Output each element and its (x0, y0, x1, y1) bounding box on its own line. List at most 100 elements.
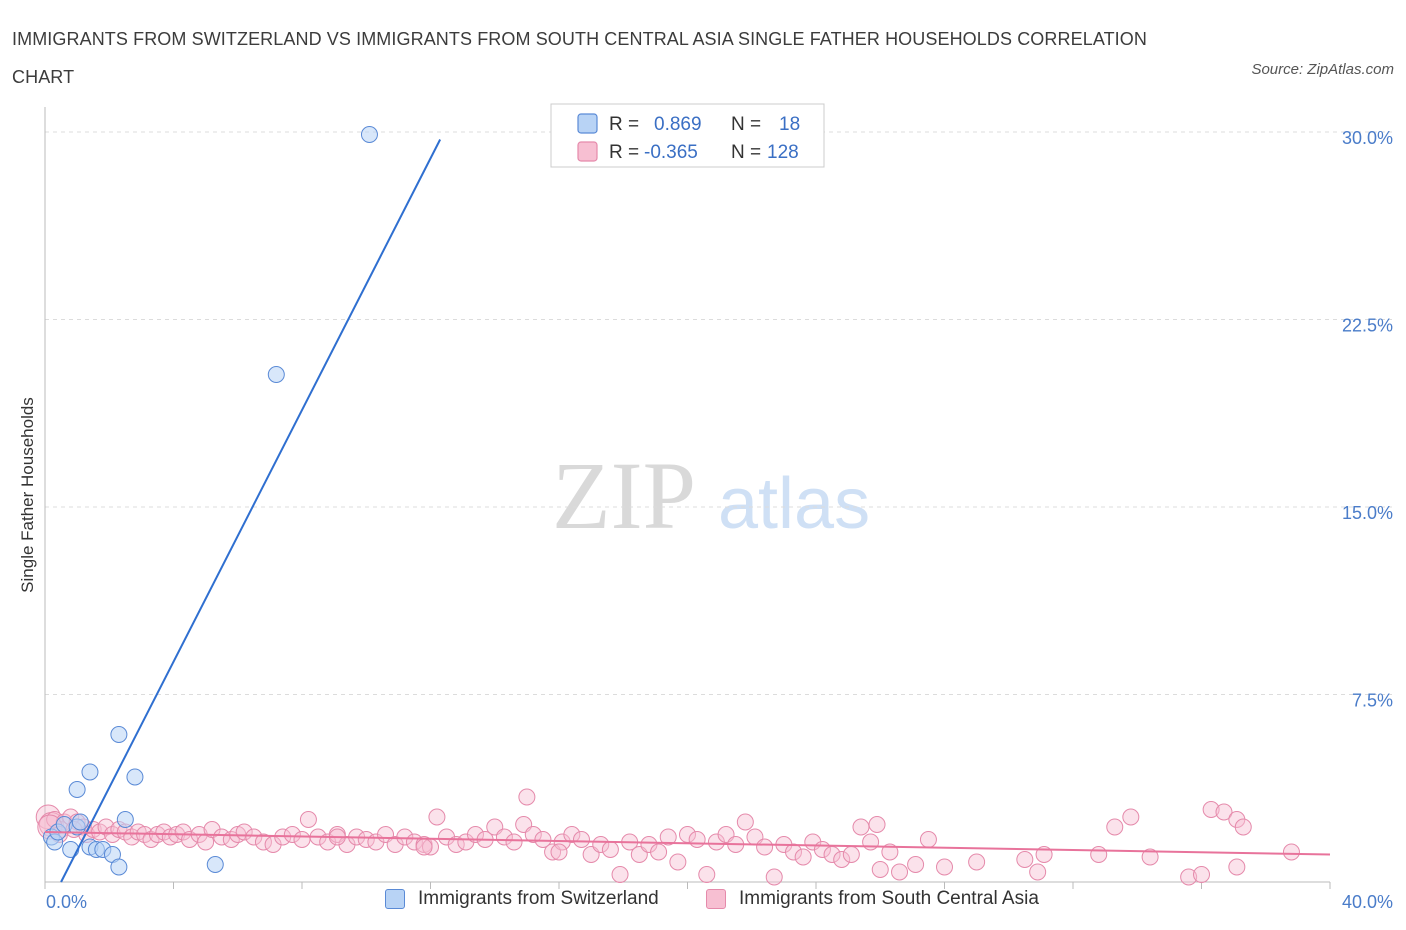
switzerland-point-13 (110, 858, 128, 876)
south-central-asia-point-77 (669, 853, 687, 871)
south-central-asia-point-44 (357, 831, 375, 848)
south-central-asia-point-66 (563, 826, 581, 843)
south-central-asia-point-111 (1141, 848, 1159, 866)
switzerland-point-9 (68, 781, 86, 798)
south-central-asia-point-95 (842, 846, 860, 863)
south-central-asia-point-70 (601, 841, 619, 858)
switzerland-point-6 (71, 813, 89, 831)
watermark-atlas: atlas (718, 464, 870, 544)
y-tick-label-2: 22.5% (1342, 316, 1393, 336)
series-legend-label-south-central-asia: Immigrants from South Central Asia (739, 888, 1039, 909)
watermark-zip: ZIP (552, 442, 696, 549)
tick-labels: 7.5% 15.0% 22.5% 30.0% 0.0% 40.0% (46, 128, 1393, 912)
south-central-asia-point-97 (862, 833, 880, 851)
legend-r-label-pink: R = (609, 142, 639, 163)
south-central-asia-point-126 (415, 838, 433, 856)
south-central-asia-point-52 (428, 808, 446, 826)
south-central-asia-point-96 (852, 818, 870, 836)
south-central-asia-point-54 (447, 836, 465, 853)
series-legend: Immigrants from Switzerland Immigrants f… (0, 888, 1406, 918)
y-tick-label-3: 30.0% (1342, 128, 1393, 148)
switzerland-point-17 (110, 726, 128, 743)
south-central-asia-point-84 (736, 813, 754, 831)
south-central-asia-point-62 (524, 826, 542, 843)
watermark: ZIP atlas (552, 442, 870, 549)
switzerland-point-15 (126, 768, 144, 786)
pink-series-points (35, 788, 1300, 886)
switzerland-trendline (60, 139, 442, 883)
south-central-asia-point-80 (698, 866, 716, 883)
south-central-asia-point-37 (293, 831, 311, 848)
south-central-asia-point-104 (968, 853, 986, 871)
switzerland-point-19 (360, 126, 378, 143)
gridlines (45, 131, 1392, 695)
series-legend-item-south-central-asia: Immigrants from South Central Asia (706, 888, 1039, 910)
south-central-asia-point-115 (1215, 803, 1233, 821)
switzerland-point-18 (267, 366, 285, 383)
south-central-asia-point-71 (611, 866, 629, 883)
south-central-asia-point-113 (1193, 866, 1210, 883)
south-central-asia-point-114 (1202, 801, 1220, 818)
series-legend-label-switzerland: Immigrants from Switzerland (418, 888, 659, 909)
y-tick-label-0: 7.5% (1352, 691, 1393, 711)
legend-r-value-blue: 0.869 (654, 114, 702, 135)
chart-title: IMMIGRANTS FROM SWITZERLAND VS IMMIGRANT… (12, 29, 1147, 87)
south-central-asia-trendline (44, 831, 1331, 856)
trendlines (44, 139, 1331, 883)
south-central-asia-point-102 (919, 831, 937, 848)
y-tick-label-1: 15.0% (1342, 503, 1393, 523)
series-legend-swatch-pink (706, 889, 726, 909)
legend-r-value-pink: -0.365 (644, 142, 698, 163)
blue-series-points (42, 126, 378, 876)
south-central-asia-point-117 (1234, 818, 1252, 836)
south-central-asia-point-33 (254, 833, 272, 851)
legend-swatch-pink (577, 141, 598, 162)
south-central-asia-point-103 (936, 858, 953, 876)
south-central-asia-point-98 (871, 861, 889, 878)
south-central-asia-point-69 (592, 836, 610, 853)
series-legend-swatch-blue (385, 889, 405, 909)
switzerland-point-16 (206, 856, 224, 873)
south-central-asia-point-108 (1090, 846, 1108, 863)
legend-n-value-pink: 128 (767, 142, 799, 163)
south-central-asia-point-90 (794, 848, 812, 866)
south-central-asia-point-124 (518, 788, 536, 806)
switzerland-point-10 (81, 763, 99, 781)
south-central-asia-point-76 (659, 828, 677, 846)
south-central-asia-point-60 (505, 833, 523, 851)
south-central-asia-point-89 (785, 843, 803, 861)
legend-swatch-blue (577, 113, 598, 134)
south-central-asia-point-123 (550, 843, 568, 861)
south-central-asia-point-94 (833, 851, 851, 868)
legend-n-label-pink: N = (731, 142, 761, 163)
south-central-asia-point-36 (283, 826, 301, 843)
south-central-asia-point-109 (1106, 818, 1124, 836)
south-central-asia-point-118 (1228, 858, 1246, 876)
south-central-asia-point-110 (1122, 808, 1140, 826)
source-label: Source: ZipAtlas.com (1251, 61, 1394, 78)
legend-n-label-blue: N = (731, 114, 761, 135)
legend-n-value-blue: 18 (779, 114, 800, 135)
south-central-asia-point-48 (396, 828, 414, 846)
south-central-asia-point-125 (868, 816, 886, 833)
south-central-asia-point-67 (572, 831, 590, 848)
south-central-asia-point-79 (688, 831, 706, 848)
south-central-asia-point-101 (907, 856, 925, 873)
south-central-asia-point-32 (245, 828, 263, 846)
south-central-asia-point-112 (1180, 868, 1198, 886)
south-central-asia-point-63 (534, 831, 552, 848)
x-tick-label-max: 40.0% (1342, 892, 1393, 912)
south-central-asia-point-75 (650, 843, 668, 861)
switzerland-point-14 (116, 811, 134, 828)
south-central-asia-point-119 (1282, 843, 1300, 861)
series-legend-item-switzerland: Immigrants from Switzerland (385, 888, 659, 910)
south-central-asia-point-38 (299, 811, 317, 828)
x-tick-label-min: 0.0% (46, 892, 87, 912)
south-central-asia-point-87 (765, 868, 783, 886)
south-central-asia-point-105 (1016, 851, 1034, 868)
legend-r-label-blue: R = (609, 114, 639, 135)
south-central-asia-point-100 (891, 863, 909, 881)
switzerland-point-4 (62, 841, 80, 858)
south-central-asia-point-99 (881, 843, 899, 861)
